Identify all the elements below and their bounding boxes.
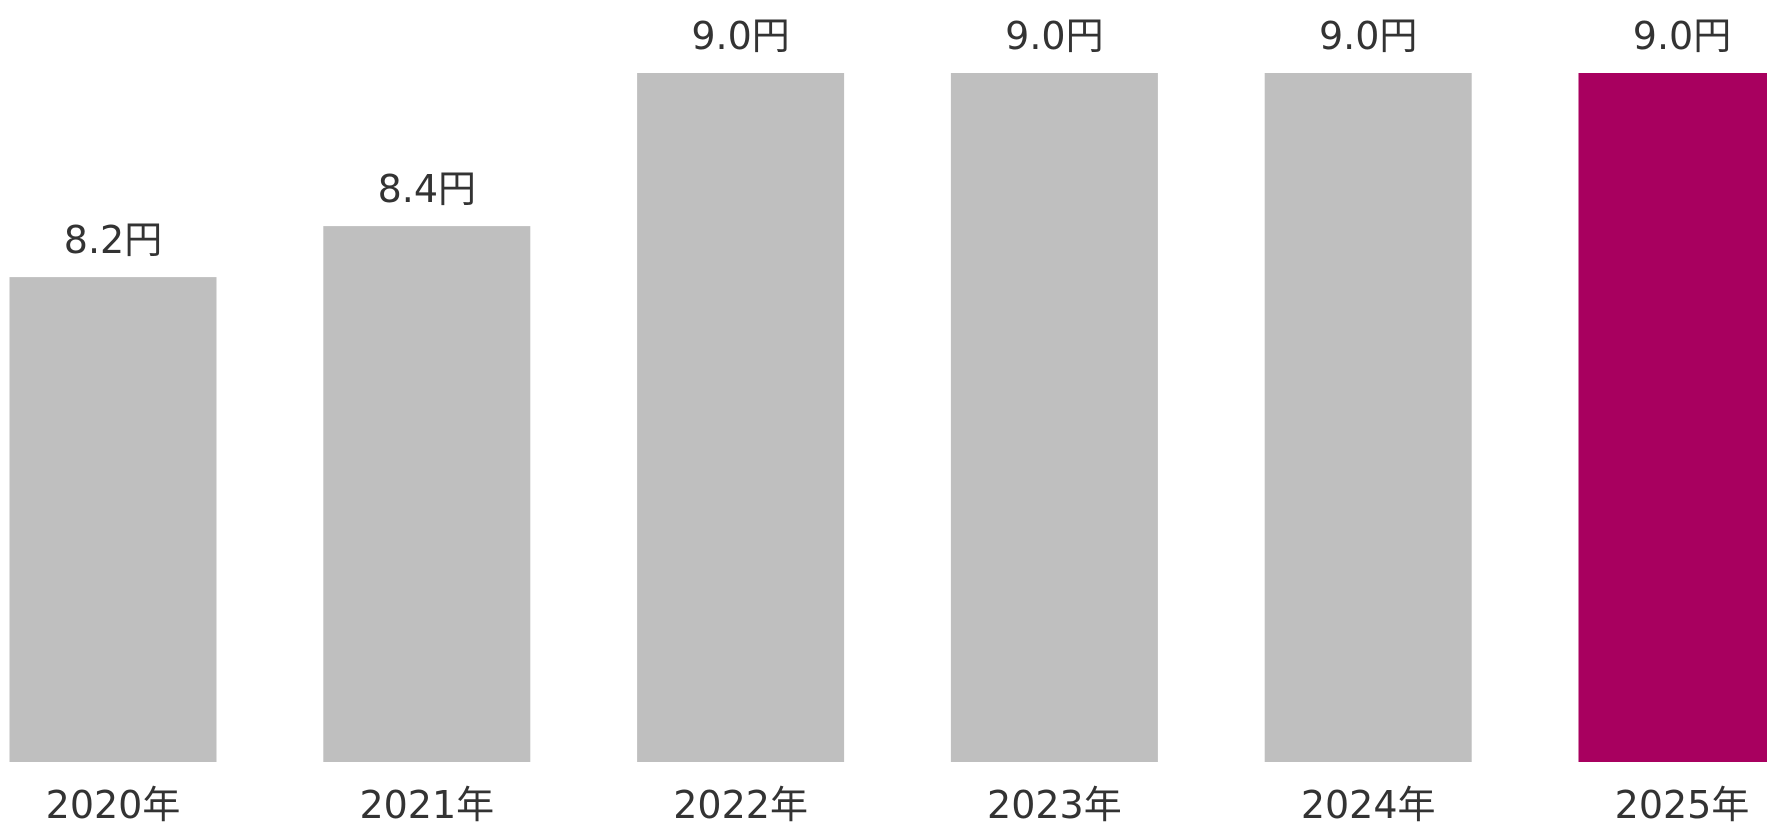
- bar-2025年: [1578, 73, 1767, 762]
- category-label: 2022年: [673, 783, 808, 823]
- value-label: 9.0円: [1005, 14, 1103, 58]
- value-labels-group: 8.2円 8.4円 9.0円 9.0円 9.0円 9.0円: [64, 14, 1731, 262]
- bar-2022年: [637, 73, 845, 762]
- category-label: 2021年: [359, 783, 494, 823]
- value-label: 9.0円: [1319, 14, 1417, 58]
- value-label: 8.2円: [64, 218, 162, 262]
- bar-2024年: [1264, 73, 1472, 762]
- category-label: 2025年: [1615, 783, 1750, 823]
- value-label: 9.0円: [1633, 14, 1731, 58]
- bar-2023年: [950, 73, 1158, 762]
- category-label: 2020年: [46, 783, 181, 823]
- bar-2021年: [323, 226, 531, 763]
- category-label: 2023年: [987, 783, 1122, 823]
- bars-group: [9, 73, 1767, 763]
- category-labels-group: 2020年 2021年 2022年 2023年 2024年 2025年: [46, 783, 1750, 823]
- value-label: 8.4円: [378, 167, 476, 211]
- category-label: 2024年: [1301, 783, 1436, 823]
- value-label: 9.0円: [691, 14, 789, 58]
- bar-2020年: [9, 277, 217, 762]
